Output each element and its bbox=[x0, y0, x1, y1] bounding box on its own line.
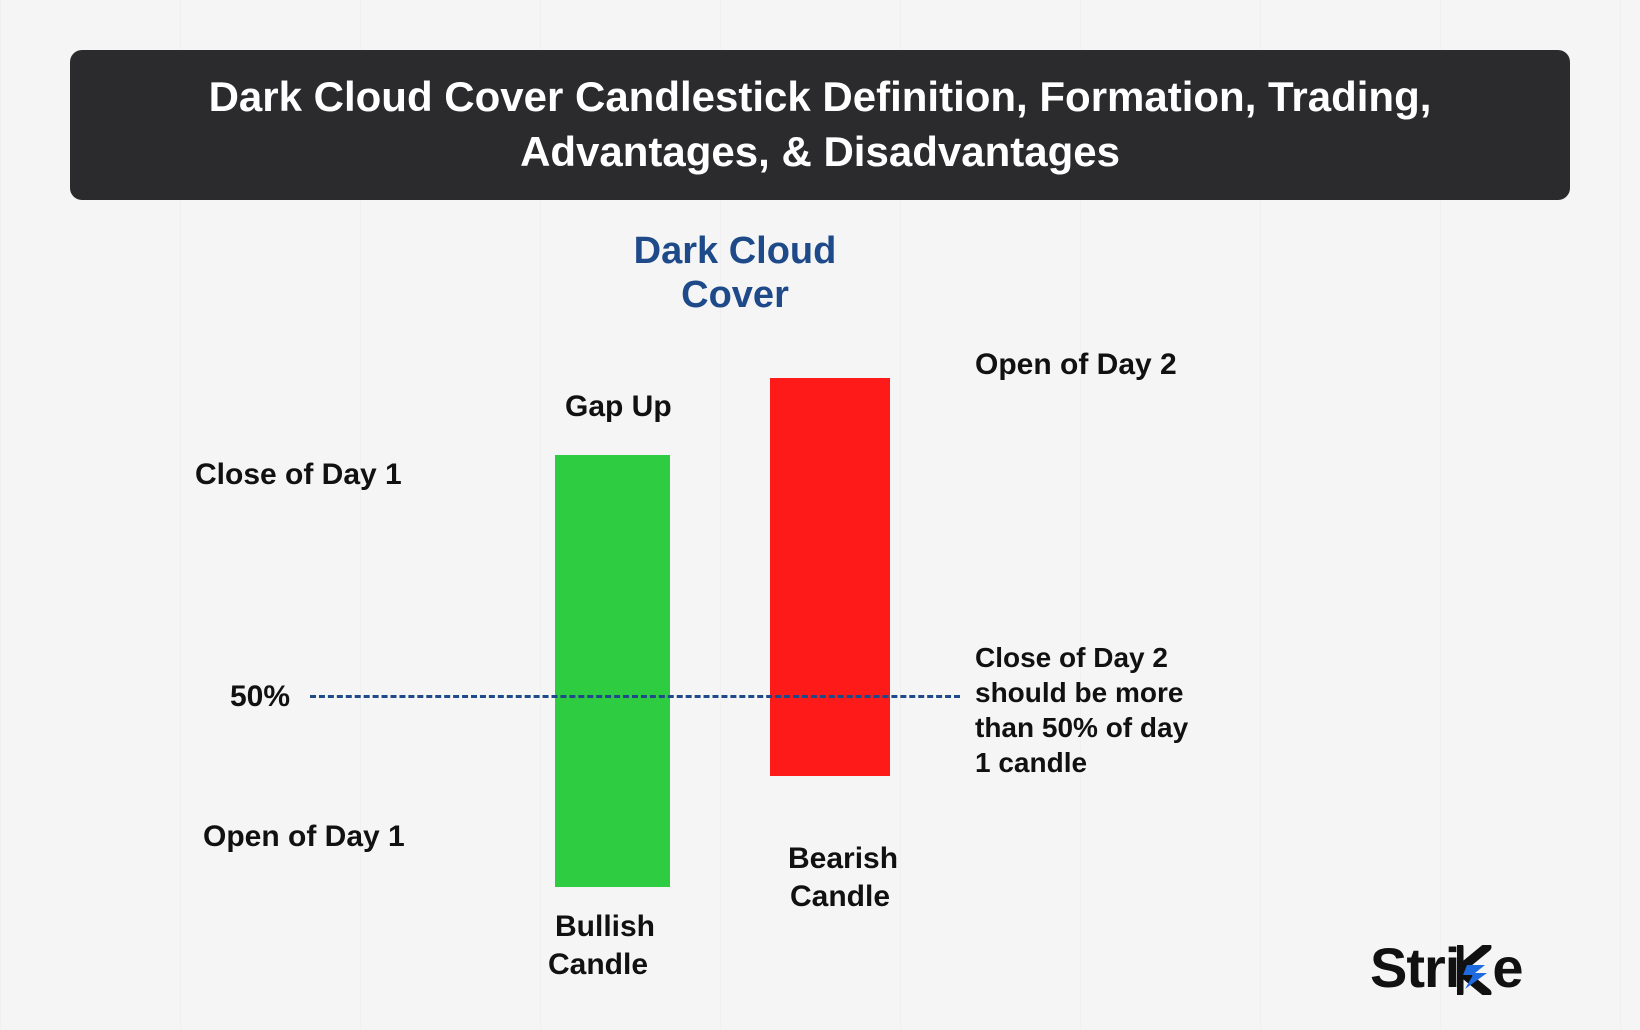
close-day2-note-line4: 1 candle bbox=[975, 745, 1188, 780]
subtitle-line2: Cover bbox=[620, 274, 850, 318]
fifty-percent-line bbox=[310, 695, 960, 698]
header-title-text: Dark Cloud Cover Candlestick Definition,… bbox=[110, 70, 1530, 179]
gap-up-label: Gap Up bbox=[565, 390, 672, 424]
bullish-candle-label-line1: Bullish bbox=[555, 910, 655, 944]
diagram-container: Dark Cloud Cover Candlestick Definition,… bbox=[0, 0, 1640, 1030]
subtitle: Dark Cloud Cover bbox=[620, 230, 850, 317]
bullish-candle bbox=[555, 455, 670, 887]
logo-text-before: Stri bbox=[1370, 936, 1459, 999]
bullish-candle-label-line2: Candle bbox=[548, 948, 648, 982]
bearish-candle-label-line2: Candle bbox=[790, 880, 890, 914]
header-title-box: Dark Cloud Cover Candlestick Definition,… bbox=[70, 50, 1570, 200]
close-day2-note: Close of Day 2 should be more than 50% o… bbox=[975, 640, 1188, 780]
close-day2-note-line3: than 50% of day bbox=[975, 710, 1188, 745]
open-day2-label: Open of Day 2 bbox=[975, 348, 1177, 382]
subtitle-line1: Dark Cloud bbox=[620, 230, 850, 274]
logo-text-after: e bbox=[1492, 936, 1522, 999]
close-day2-note-line2: should be more bbox=[975, 675, 1188, 710]
logo-k-icon bbox=[1459, 935, 1492, 1000]
open-day1-label: Open of Day 1 bbox=[203, 820, 405, 854]
bearish-candle-label-line1: Bearish bbox=[788, 842, 898, 876]
bearish-candle bbox=[770, 378, 890, 776]
close-day2-note-line1: Close of Day 2 bbox=[975, 640, 1188, 675]
close-day1-label: Close of Day 1 bbox=[195, 458, 402, 492]
fifty-percent-label: 50% bbox=[230, 680, 290, 714]
strike-logo: Strie bbox=[1370, 935, 1523, 1000]
